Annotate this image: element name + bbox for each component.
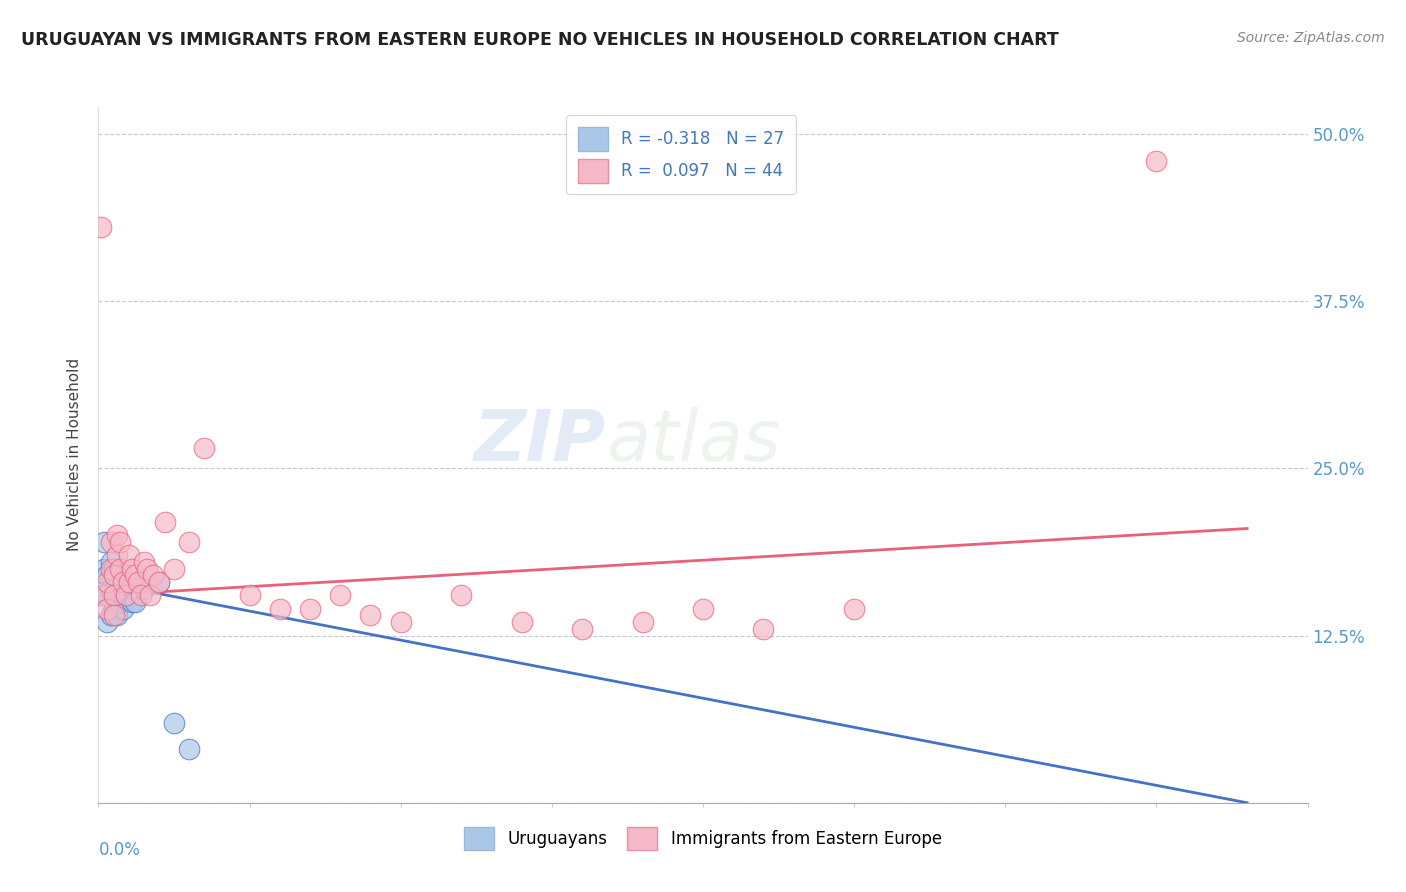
Point [105,608,128,623]
Point [269,602,291,616]
Point [103,602,125,616]
Point [389,615,412,630]
Point [96,615,118,630]
Text: 0.0%: 0.0% [98,841,141,859]
Point [103,562,125,576]
Point [105,589,128,603]
Point [103,568,125,582]
Point [121,562,143,576]
Point [239,589,262,603]
Point [93,562,115,576]
Point [132,555,155,569]
Point [93,589,115,603]
Point [93,534,115,549]
Point [105,568,128,582]
Y-axis label: No Vehicles in Household: No Vehicles in Household [67,359,83,551]
Point [105,548,128,563]
Point [118,548,141,563]
Legend: Uruguayans, Immigrants from Eastern Europe: Uruguayans, Immigrants from Eastern Euro… [457,820,949,857]
Text: URUGUAYAN VS IMMIGRANTS FROM EASTERN EUROPE NO VEHICLES IN HOUSEHOLD CORRELATION: URUGUAYAN VS IMMIGRANTS FROM EASTERN EUR… [21,31,1059,49]
Point [135,562,157,576]
Point [571,622,593,636]
Point [510,615,533,630]
Point [127,575,149,590]
Point [105,528,128,542]
Point [114,589,136,603]
Point [148,575,170,590]
Point [108,575,131,590]
Point [118,575,141,590]
Point [90,589,112,603]
Point [103,589,125,603]
Point [844,602,866,616]
Point [100,555,122,569]
Point [179,742,201,756]
Point [631,615,654,630]
Point [179,534,201,549]
Point [90,220,112,235]
Point [96,568,118,582]
Point [96,602,118,616]
Point [129,589,152,603]
Point [108,562,131,576]
Point [450,589,472,603]
Point [100,582,122,596]
Point [121,595,143,609]
Point [108,534,131,549]
Point [103,608,125,623]
Text: Source: ZipAtlas.com: Source: ZipAtlas.com [1237,31,1385,45]
Point [148,575,170,590]
Point [124,595,146,609]
Point [100,608,122,623]
Point [108,595,131,609]
Point [96,589,118,603]
Point [111,575,134,590]
Point [142,568,165,582]
Point [299,602,322,616]
Point [100,562,122,576]
Point [163,715,186,730]
Point [193,442,215,455]
Point [752,622,775,636]
Point [139,589,162,603]
Text: ZIP: ZIP [474,407,606,475]
Point [124,568,146,582]
Point [100,534,122,549]
Point [692,602,714,616]
Point [329,589,352,603]
Point [114,589,136,603]
Point [103,582,125,596]
Point [132,582,155,596]
Point [96,575,118,590]
Point [360,608,382,623]
Point [153,515,176,529]
Point [111,602,134,616]
Point [163,562,186,576]
Point [118,589,141,603]
Point [1144,153,1167,168]
Point [111,582,134,596]
Text: atlas: atlas [606,407,780,475]
